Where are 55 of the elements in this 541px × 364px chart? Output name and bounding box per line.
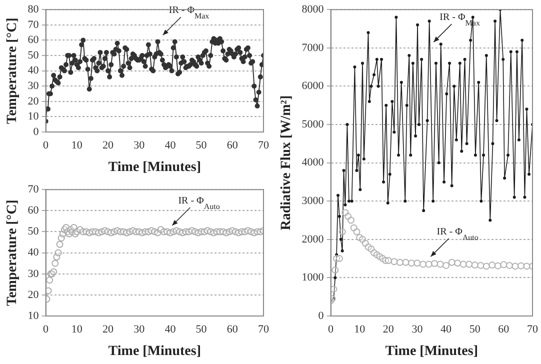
y-tick-label: 40 <box>28 64 40 77</box>
x-tick-label: 20 <box>102 139 114 152</box>
x-tick-label: 60 <box>226 323 238 336</box>
y-tick-label: 10 <box>28 310 40 322</box>
y-tick-label: 1000 <box>302 272 324 284</box>
x-tick-label: 40 <box>440 323 452 336</box>
x-tick-label: 10 <box>71 323 83 336</box>
x-tick-label: 30 <box>412 323 424 336</box>
x-tick-label: 60 <box>498 323 510 336</box>
x-tick-label: 0 <box>43 323 50 336</box>
y-tick-label: 10 <box>28 110 40 123</box>
y-tick-label: 50 <box>28 49 40 62</box>
x-tick-label: 20 <box>102 323 114 336</box>
y-tick-label: 60 <box>28 34 40 46</box>
y-tick-label: 6000 <box>302 80 324 92</box>
y-tick-label: 80 <box>28 3 40 16</box>
y-axis-title: Temperature [°C] <box>5 18 20 124</box>
y-tick-label: 7000 <box>302 42 324 54</box>
x-tick-label: 30 <box>134 139 146 152</box>
y-tick-label: 0 <box>318 310 324 322</box>
x-axis-title: Time [Minutes] <box>108 160 201 176</box>
y-tick-label: 3000 <box>302 194 324 207</box>
x-axis-title: Time [Minutes] <box>385 344 478 360</box>
y-tick-label: 70 <box>28 183 40 196</box>
y-tick-label: 70 <box>28 18 40 31</box>
x-tick-label: 30 <box>134 323 146 336</box>
y-tick-label: 40 <box>28 246 40 259</box>
y-axis-title: Radiative Flux [W/m²] <box>279 95 294 230</box>
x-tick-label: 50 <box>196 323 208 336</box>
x-tick-label: 50 <box>469 323 481 336</box>
y-tick-label: 30 <box>28 268 40 280</box>
x-tick-label: 70 <box>258 323 270 336</box>
y-tick-label: 2000 <box>302 233 324 246</box>
y-tick-label: 20 <box>28 95 40 108</box>
x-tick-label: 10 <box>354 323 366 336</box>
y-tick-label: 5000 <box>302 118 324 130</box>
x-tick-label: 20 <box>382 323 394 336</box>
y-tick-label: 0 <box>33 126 40 138</box>
x-tick-label: 40 <box>164 323 176 336</box>
y-tick-label: 30 <box>28 80 40 92</box>
y-tick-label: 20 <box>28 288 40 301</box>
x-tick-label: 60 <box>226 139 238 152</box>
y-tick-label: 4000 <box>302 156 324 169</box>
y-tick-label: 50 <box>28 226 40 238</box>
y-tick-label: 8000 <box>302 3 324 16</box>
x-tick-label: 0 <box>328 323 334 336</box>
y-axis-title: Temperature [°C] <box>5 200 20 306</box>
x-tick-label: 50 <box>196 139 208 152</box>
x-axis-title: Time [Minutes] <box>108 344 201 360</box>
x-tick-label: 70 <box>527 323 538 336</box>
x-tick-label: 70 <box>258 139 270 152</box>
x-tick-label: 10 <box>71 139 83 152</box>
y-tick-label: 60 <box>28 204 40 217</box>
x-tick-label: 0 <box>43 139 50 152</box>
x-tick-label: 40 <box>164 139 176 152</box>
